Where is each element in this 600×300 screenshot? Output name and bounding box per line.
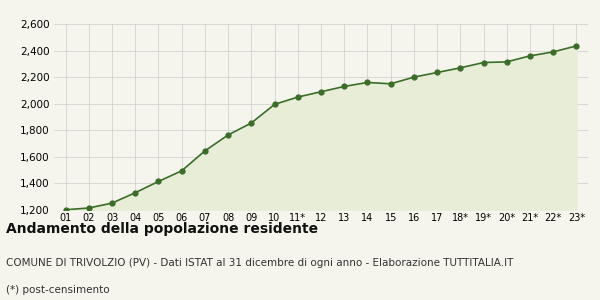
Text: COMUNE DI TRIVOLZIO (PV) - Dati ISTAT al 31 dicembre di ogni anno - Elaborazione: COMUNE DI TRIVOLZIO (PV) - Dati ISTAT al…	[6, 258, 514, 268]
Text: (*) post-censimento: (*) post-censimento	[6, 285, 110, 295]
Text: Andamento della popolazione residente: Andamento della popolazione residente	[6, 222, 318, 236]
